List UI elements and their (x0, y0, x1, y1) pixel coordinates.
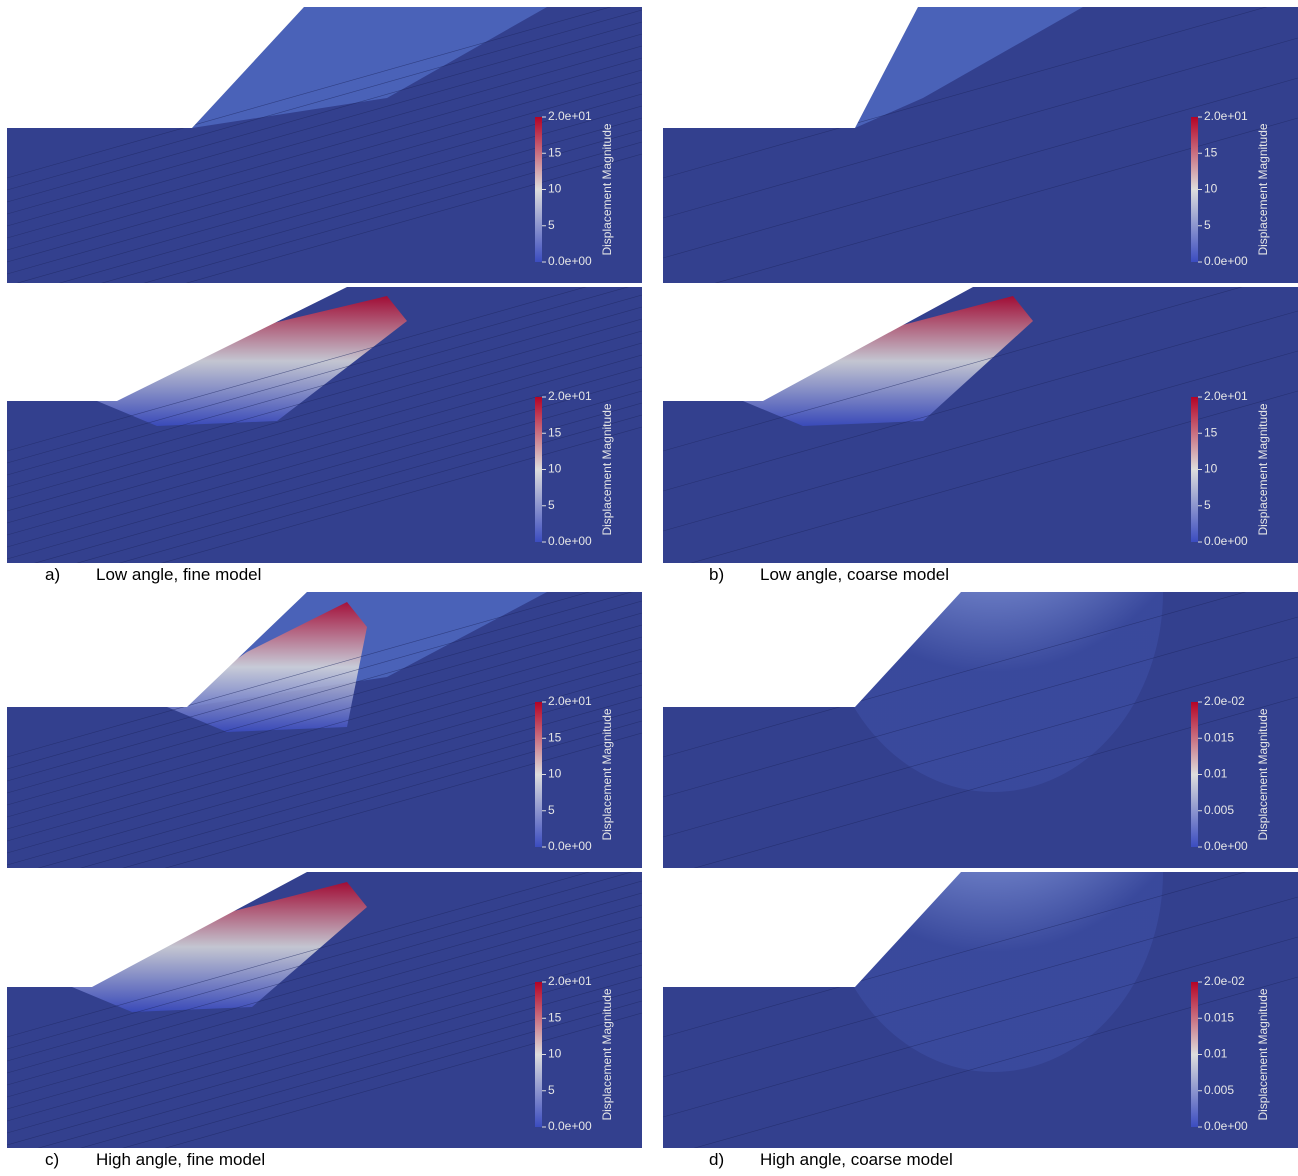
colorbar-tick-label: 0.005 (1204, 1083, 1234, 1097)
panel-image: 2.0e-02 0.015 0.01 0.005 0.0e+00 Displacement… (663, 872, 1298, 1148)
colorbar-tick-label: 0.0e+00 (548, 534, 592, 548)
colorbar-tick-label: 0.0e+00 (548, 1119, 592, 1133)
model-panel: 2.0e-02 0.015 0.01 0.005 0.0e+00 Displacement… (663, 872, 1298, 1148)
colorbar (535, 702, 542, 847)
caption-letter: b) (709, 565, 724, 585)
colorbar-tick-label: 15 (548, 1010, 562, 1024)
model-panel: 2.0e+01 15 10 5 0.0e+00 Displacement Magnitud… (7, 592, 642, 868)
panel-image: 2.0e-02 0.015 0.01 0.005 0.0e+00 Displacement… (663, 592, 1298, 868)
colorbar-title: Displacement Magnitude (1256, 708, 1270, 840)
colorbar-tick-label: 10 (1204, 182, 1218, 196)
colorbar-tick-label: 2.0e-02 (1204, 974, 1245, 988)
colorbar (535, 397, 542, 542)
colorbar (535, 117, 542, 262)
colorbar-tick-label: 2.0e+01 (548, 694, 592, 708)
colorbar-tick-label: 2.0e-02 (1204, 694, 1245, 708)
colorbar-title: Displacement Magnitude (1256, 123, 1270, 255)
colorbar-tick-label: 0.0e+00 (548, 839, 592, 853)
colorbar-tick-label: 15 (1204, 425, 1218, 439)
colorbar (1191, 397, 1198, 542)
colorbar-tick-label: 0.0e+00 (548, 254, 592, 268)
caption-letter: c) (45, 1150, 59, 1170)
colorbar-tick-label: 2.0e+01 (548, 974, 592, 988)
colorbar-tick-label: 10 (548, 1047, 562, 1061)
panel-image: 2.0e+01 15 10 5 0.0e+00 Displacement Magnitud… (7, 592, 642, 868)
colorbar-tick-label: 2.0e+01 (548, 389, 592, 403)
colorbar-title: Displacement Magnitude (600, 123, 614, 255)
colorbar-tick-label: 0.0e+00 (1204, 254, 1248, 268)
colorbar-tick-label: 5 (548, 498, 555, 512)
colorbar-tick-label: 0.0e+00 (1204, 839, 1248, 853)
colorbar-tick-label: 10 (548, 462, 562, 476)
panel-image: 2.0e+01 15 10 5 0.0e+00 Displacement Magnitud… (7, 7, 642, 283)
colorbar-title: Displacement Magnitude (1256, 988, 1270, 1120)
colorbar (535, 982, 542, 1127)
panel-image: 2.0e+01 15 10 5 0.0e+00 Displacement Magnitud… (7, 872, 642, 1148)
colorbar-tick-label: 0.015 (1204, 1010, 1234, 1024)
colorbar-tick-label: 2.0e+01 (1204, 109, 1248, 123)
colorbar-tick-label: 0.01 (1204, 767, 1228, 781)
colorbar-tick-label: 15 (548, 730, 562, 744)
colorbar-tick-label: 15 (548, 425, 562, 439)
model-panel: 2.0e+01 15 10 5 0.0e+00 Displacement Magnitud… (663, 7, 1298, 283)
caption-letter: a) (45, 565, 60, 585)
figure: 2.0e+01 15 10 5 0.0e+00 Displacement Magnitud… (0, 0, 1298, 1176)
colorbar-title: Displacement Magnitude (600, 988, 614, 1120)
colorbar-title: Displacement Magnitude (600, 403, 614, 535)
colorbar (1191, 117, 1198, 262)
model-panel: 2.0e+01 15 10 5 0.0e+00 Displacement Magnitud… (663, 287, 1298, 563)
colorbar-tick-label: 10 (548, 182, 562, 196)
colorbar-tick-label: 0.0e+00 (1204, 1119, 1248, 1133)
colorbar-tick-label: 10 (548, 767, 562, 781)
model-panel: 2.0e+01 15 10 5 0.0e+00 Displacement Magnitud… (7, 7, 642, 283)
colorbar-tick-label: 15 (548, 145, 562, 159)
caption-text: Low angle, coarse model (760, 565, 949, 585)
colorbar-tick-label: 0.01 (1204, 1047, 1228, 1061)
colorbar (1191, 982, 1198, 1127)
caption-text: Low angle, fine model (96, 565, 261, 585)
colorbar (1191, 702, 1198, 847)
panel-image: 2.0e+01 15 10 5 0.0e+00 Displacement Magnitud… (663, 7, 1298, 283)
colorbar-title: Displacement Magnitude (1256, 403, 1270, 535)
panel-image: 2.0e+01 15 10 5 0.0e+00 Displacement Magnitud… (7, 287, 642, 563)
colorbar-tick-label: 2.0e+01 (1204, 389, 1248, 403)
colorbar-tick-label: 5 (548, 803, 555, 817)
colorbar-tick-label: 0.005 (1204, 803, 1234, 817)
colorbar-tick-label: 5 (1204, 218, 1211, 232)
model-panel: 2.0e+01 15 10 5 0.0e+00 Displacement Magnitud… (7, 287, 642, 563)
colorbar-title: Displacement Magnitude (600, 708, 614, 840)
caption-text: High angle, fine model (96, 1150, 265, 1170)
colorbar-tick-label: 10 (1204, 462, 1218, 476)
caption-text: High angle, coarse model (760, 1150, 953, 1170)
model-panel: 2.0e-02 0.015 0.01 0.005 0.0e+00 Displacement… (663, 592, 1298, 868)
colorbar-tick-label: 0.0e+00 (1204, 534, 1248, 548)
caption-letter: d) (709, 1150, 724, 1170)
colorbar-tick-label: 15 (1204, 145, 1218, 159)
colorbar-tick-label: 2.0e+01 (548, 109, 592, 123)
colorbar-tick-label: 5 (548, 1083, 555, 1097)
colorbar-tick-label: 5 (1204, 498, 1211, 512)
colorbar-tick-label: 0.015 (1204, 730, 1234, 744)
model-panel: 2.0e+01 15 10 5 0.0e+00 Displacement Magnitud… (7, 872, 642, 1148)
colorbar-tick-label: 5 (548, 218, 555, 232)
panel-image: 2.0e+01 15 10 5 0.0e+00 Displacement Magnitud… (663, 287, 1298, 563)
